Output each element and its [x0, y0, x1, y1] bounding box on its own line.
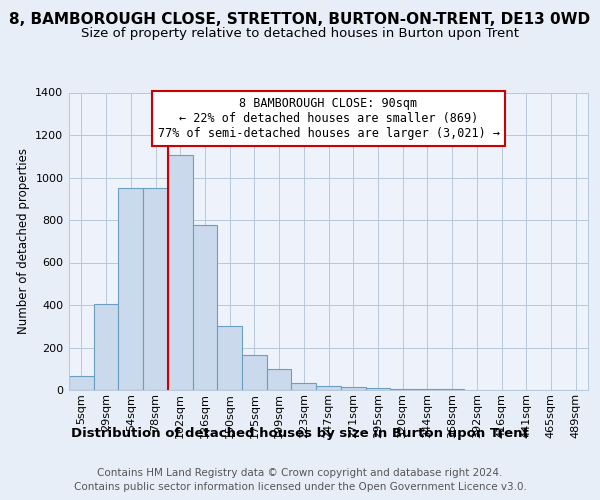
Text: Contains HM Land Registry data © Crown copyright and database right 2024.: Contains HM Land Registry data © Crown c… — [97, 468, 503, 477]
Bar — [292, 382, 316, 390]
Bar — [168, 155, 193, 390]
Bar — [94, 304, 118, 390]
Bar — [217, 326, 242, 390]
Text: Distribution of detached houses by size in Burton upon Trent: Distribution of detached houses by size … — [71, 428, 529, 440]
Bar — [316, 386, 341, 390]
Text: Contains public sector information licensed under the Open Government Licence v3: Contains public sector information licen… — [74, 482, 526, 492]
Bar — [69, 376, 94, 390]
Bar — [365, 388, 390, 390]
Text: 8 BAMBOROUGH CLOSE: 90sqm
← 22% of detached houses are smaller (869)
77% of semi: 8 BAMBOROUGH CLOSE: 90sqm ← 22% of detac… — [157, 97, 499, 140]
Bar — [193, 226, 217, 390]
Bar — [267, 369, 292, 390]
Bar — [118, 188, 143, 390]
Text: 8, BAMBOROUGH CLOSE, STRETTON, BURTON-ON-TRENT, DE13 0WD: 8, BAMBOROUGH CLOSE, STRETTON, BURTON-ON… — [10, 12, 590, 28]
Bar — [242, 355, 267, 390]
Y-axis label: Number of detached properties: Number of detached properties — [17, 148, 30, 334]
Bar — [390, 389, 415, 390]
Bar — [143, 188, 168, 390]
Text: Size of property relative to detached houses in Burton upon Trent: Size of property relative to detached ho… — [81, 28, 519, 40]
Bar — [341, 387, 365, 390]
